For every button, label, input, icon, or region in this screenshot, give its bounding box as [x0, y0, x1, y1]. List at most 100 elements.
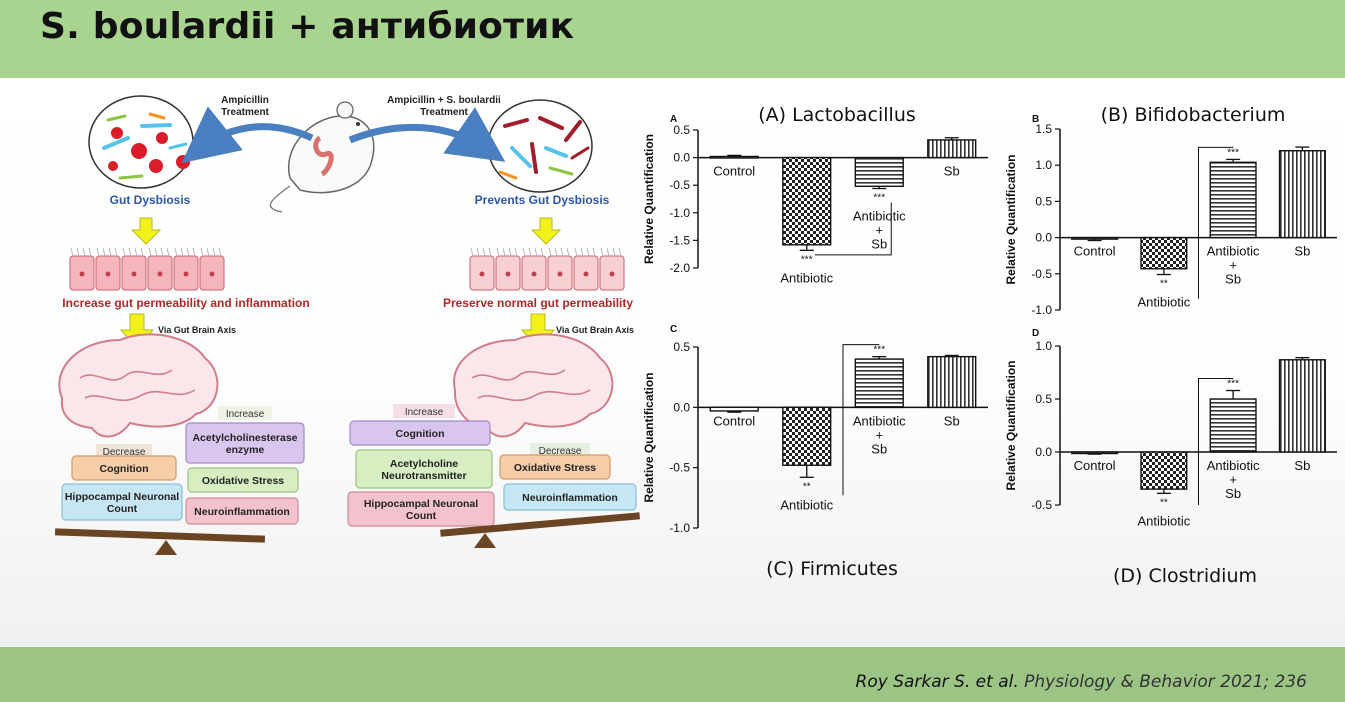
microvillus: [496, 247, 500, 257]
microvillus: [548, 247, 552, 257]
balance-fulcrum: [474, 533, 496, 548]
y-tick-label: 0.0: [1035, 445, 1052, 459]
comparison-bracket: [1198, 378, 1234, 505]
ampicillin-sb-label: Ampicillin + S. boulardii Treatment: [387, 95, 501, 118]
bar-3: [854, 156, 904, 188]
label-line: +: [875, 427, 883, 442]
comparison-bracket: [814, 202, 892, 256]
category-label: Antibiotic + Sb: [1207, 244, 1260, 287]
bar-4: [1278, 150, 1326, 239]
microvillus: [174, 247, 178, 257]
chart-title: (D) Clostridium: [1113, 565, 1257, 587]
chart-d: (D) Clostridium D1.0 0.5 0.0 -0.5 Relative Qu…: [1004, 328, 1337, 587]
y-axis-label: Relative Quantification: [1004, 154, 1018, 284]
cell-nucleus: [557, 271, 563, 277]
microvillus: [140, 247, 144, 257]
panel-letter: C: [670, 324, 677, 335]
balance-box: [185, 422, 305, 464]
figure-canvas: Ampicillin Treatment Ampicillin + S. boul…: [54, 95, 1337, 587]
label-line: Count: [406, 510, 437, 522]
category-label: Antibiotic: [780, 270, 833, 285]
bar-4: [927, 139, 977, 159]
panel-letter: B: [1032, 114, 1039, 125]
balance-tag: [218, 406, 272, 420]
bar-charts: (A) LactobacillusA0.50.0-0.5-1.0-1.5-2.0…: [642, 104, 1337, 587]
microvillus: [574, 247, 578, 257]
y-tick-label: 0.0: [673, 151, 690, 165]
microvillus: [192, 247, 196, 257]
microvillus: [476, 247, 480, 257]
bar-1: [709, 406, 759, 412]
microvillus: [148, 247, 152, 257]
microvillus: [554, 247, 558, 257]
balance-tag: [96, 444, 152, 458]
footer-bar: Roy Sarkar S. et al. Physiology & Behavi…: [0, 647, 1345, 702]
balance-box: [349, 420, 491, 446]
balance-left: Increase Decrease Acetylcholinesterase enzy…: [54, 406, 305, 555]
label-line: Acetylcholinesterase: [192, 432, 297, 444]
healthy-dish-right: [487, 99, 593, 193]
label-line: Antibiotic: [780, 270, 833, 285]
balance-tag-label: Increase: [405, 407, 444, 418]
label-line: enzyme: [226, 444, 265, 456]
microvillus: [592, 247, 596, 257]
y-tick-label: -1.5: [669, 233, 690, 247]
category-label: Antibiotic + Sb: [1207, 458, 1260, 501]
y-tick-label: 0.0: [673, 400, 690, 414]
yellow-arrow-down-icon: [130, 217, 162, 245]
y-tick-label: -1.0: [669, 206, 690, 220]
gut-brain-diagram: Ampicillin Treatment Ampicillin + S. boul…: [54, 95, 640, 555]
label-line: +: [1229, 258, 1237, 273]
balance-box: [71, 455, 177, 481]
microvillus: [488, 247, 492, 257]
balance-box: [503, 483, 637, 511]
bar-3: [1209, 161, 1257, 239]
chart-title: (A) Lactobacillus: [758, 104, 916, 126]
balance-box: [187, 467, 299, 493]
bar-1: [1071, 236, 1119, 240]
y-tick-label: 1.0: [1035, 339, 1052, 353]
y-tick-label: -0.5: [669, 178, 690, 192]
significance-marker: **: [1160, 497, 1168, 508]
label-line: Control: [1074, 244, 1116, 259]
citation-authors: Roy Sarkar S. et al.: [855, 672, 1019, 692]
balance-beam: [54, 528, 266, 543]
microvillus: [154, 247, 158, 257]
microvillus: [514, 247, 518, 257]
label-line: Cognition: [100, 463, 149, 475]
microvillus: [470, 247, 474, 257]
panel-letter: D: [1032, 328, 1039, 339]
balance-box: [355, 449, 493, 489]
microvillus: [560, 247, 564, 257]
label-line: Treatment: [221, 107, 269, 118]
microvillus: [528, 247, 532, 257]
microvillus: [502, 247, 506, 257]
increase-permeability-caption: Increase gut permeability and inflammati…: [62, 296, 309, 310]
label-line: Control: [713, 164, 755, 179]
yellow-arrow-down-icon: [530, 217, 562, 245]
balance-box-label: Neuroinflammation: [194, 506, 290, 518]
microvillus: [618, 247, 622, 257]
balance-box-label: Oxidative Stress: [514, 462, 596, 474]
y-tick-label: -0.5: [1031, 267, 1052, 281]
microvillus: [82, 247, 86, 257]
bar-3: [1209, 398, 1257, 453]
cell-nucleus: [105, 271, 111, 277]
label-line: Treatment: [420, 107, 468, 118]
balance-beam: [440, 512, 640, 537]
label-line: Antibiotic: [853, 209, 906, 224]
cell-nucleus: [479, 271, 485, 277]
microvillus: [88, 247, 92, 257]
label-line: Antibiotic: [1207, 244, 1260, 259]
microvillus: [108, 247, 112, 257]
balance-box-label: Hippocampal Neuronal Count: [65, 491, 179, 515]
content-panel: Ampicillin Treatment Ampicillin + S. boul…: [0, 78, 1345, 647]
balance-box: [185, 497, 299, 525]
category-label: Antibiotic: [1138, 513, 1191, 528]
chart-title: (B) Bifidobacterium: [1101, 104, 1286, 126]
category-label: Control: [1074, 244, 1116, 259]
category-label: Control: [1074, 458, 1116, 473]
gut-brain-axis-label: Via Gut Brain Axis: [158, 325, 236, 335]
label-line: Antibiotic: [1138, 295, 1191, 310]
label-line: Sb: [944, 413, 960, 428]
